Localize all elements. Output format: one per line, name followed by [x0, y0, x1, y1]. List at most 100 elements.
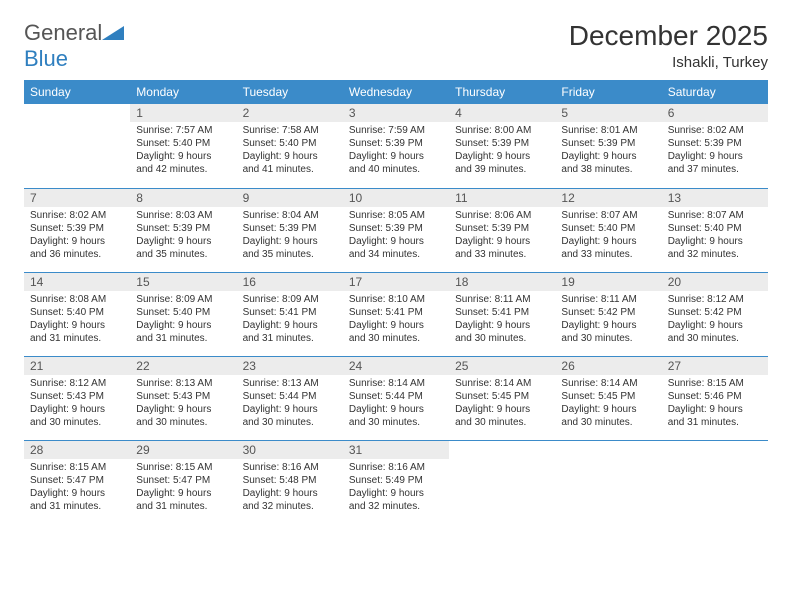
- day-number: 1: [130, 104, 236, 122]
- daylight-text-1: Daylight: 9 hours: [30, 487, 124, 500]
- calendar-week-row: 28Sunrise: 8:15 AMSunset: 5:47 PMDayligh…: [24, 440, 768, 524]
- sunrise-text: Sunrise: 8:06 AM: [455, 209, 549, 222]
- sunset-text: Sunset: 5:39 PM: [30, 222, 124, 235]
- calendar-cell: 15Sunrise: 8:09 AMSunset: 5:40 PMDayligh…: [130, 272, 236, 356]
- daylight-text-2: and 32 minutes.: [243, 500, 337, 513]
- day-number: 7: [24, 189, 130, 207]
- daylight-text-1: Daylight: 9 hours: [30, 235, 124, 248]
- day-details: Sunrise: 8:07 AMSunset: 5:40 PMDaylight:…: [555, 207, 661, 265]
- sunrise-text: Sunrise: 8:02 AM: [30, 209, 124, 222]
- day-details: Sunrise: 8:15 AMSunset: 5:47 PMDaylight:…: [130, 459, 236, 517]
- daylight-text-1: Daylight: 9 hours: [243, 319, 337, 332]
- sunset-text: Sunset: 5:39 PM: [455, 137, 549, 150]
- sunrise-text: Sunrise: 8:11 AM: [455, 293, 549, 306]
- day-number: 13: [662, 189, 768, 207]
- day-details: Sunrise: 8:14 AMSunset: 5:45 PMDaylight:…: [449, 375, 555, 433]
- daylight-text-2: and 30 minutes.: [349, 416, 443, 429]
- calendar-week-row: 14Sunrise: 8:08 AMSunset: 5:40 PMDayligh…: [24, 272, 768, 356]
- weekday-header: Friday: [555, 80, 661, 104]
- day-number: 6: [662, 104, 768, 122]
- daylight-text-2: and 31 minutes.: [30, 500, 124, 513]
- day-details: Sunrise: 8:09 AMSunset: 5:40 PMDaylight:…: [130, 291, 236, 349]
- daylight-text-2: and 30 minutes.: [561, 332, 655, 345]
- sunrise-text: Sunrise: 8:03 AM: [136, 209, 230, 222]
- sunrise-text: Sunrise: 8:14 AM: [349, 377, 443, 390]
- daylight-text-1: Daylight: 9 hours: [349, 403, 443, 416]
- day-number: 24: [343, 357, 449, 375]
- day-details: Sunrise: 8:15 AMSunset: 5:46 PMDaylight:…: [662, 375, 768, 433]
- calendar-cell: 26Sunrise: 8:14 AMSunset: 5:45 PMDayligh…: [555, 356, 661, 440]
- daylight-text-1: Daylight: 9 hours: [455, 319, 549, 332]
- day-details: Sunrise: 8:10 AMSunset: 5:41 PMDaylight:…: [343, 291, 449, 349]
- sunrise-text: Sunrise: 8:11 AM: [561, 293, 655, 306]
- sunrise-text: Sunrise: 7:59 AM: [349, 124, 443, 137]
- day-details: Sunrise: 8:16 AMSunset: 5:49 PMDaylight:…: [343, 459, 449, 517]
- sunrise-text: Sunrise: 8:14 AM: [455, 377, 549, 390]
- day-details: Sunrise: 8:00 AMSunset: 5:39 PMDaylight:…: [449, 122, 555, 180]
- sunset-text: Sunset: 5:39 PM: [136, 222, 230, 235]
- sunrise-text: Sunrise: 8:13 AM: [136, 377, 230, 390]
- sunrise-text: Sunrise: 8:13 AM: [243, 377, 337, 390]
- day-number: 28: [24, 441, 130, 459]
- daylight-text-1: Daylight: 9 hours: [561, 403, 655, 416]
- daylight-text-1: Daylight: 9 hours: [455, 403, 549, 416]
- sunrise-text: Sunrise: 8:12 AM: [30, 377, 124, 390]
- daylight-text-1: Daylight: 9 hours: [243, 150, 337, 163]
- day-details: Sunrise: 8:03 AMSunset: 5:39 PMDaylight:…: [130, 207, 236, 265]
- calendar-week-row: 7Sunrise: 8:02 AMSunset: 5:39 PMDaylight…: [24, 188, 768, 272]
- calendar-cell: 17Sunrise: 8:10 AMSunset: 5:41 PMDayligh…: [343, 272, 449, 356]
- daylight-text-2: and 30 minutes.: [136, 416, 230, 429]
- daylight-text-2: and 35 minutes.: [136, 248, 230, 261]
- calendar-cell: 21Sunrise: 8:12 AMSunset: 5:43 PMDayligh…: [24, 356, 130, 440]
- sunrise-text: Sunrise: 8:15 AM: [136, 461, 230, 474]
- day-number: 27: [662, 357, 768, 375]
- daylight-text-2: and 38 minutes.: [561, 163, 655, 176]
- header: General Blue December 2025 Ishakli, Turk…: [24, 20, 768, 72]
- sunset-text: Sunset: 5:41 PM: [243, 306, 337, 319]
- sunset-text: Sunset: 5:46 PM: [668, 390, 762, 403]
- calendar-cell: [555, 440, 661, 524]
- logo-word2: Blue: [24, 46, 68, 71]
- daylight-text-1: Daylight: 9 hours: [668, 235, 762, 248]
- daylight-text-2: and 30 minutes.: [561, 416, 655, 429]
- sunset-text: Sunset: 5:39 PM: [243, 222, 337, 235]
- sunset-text: Sunset: 5:43 PM: [30, 390, 124, 403]
- logo: General Blue: [24, 20, 124, 72]
- sunrise-text: Sunrise: 8:08 AM: [30, 293, 124, 306]
- logo-triangle-icon: [102, 20, 124, 46]
- calendar-cell: 18Sunrise: 8:11 AMSunset: 5:41 PMDayligh…: [449, 272, 555, 356]
- daylight-text-2: and 33 minutes.: [455, 248, 549, 261]
- calendar-cell: 14Sunrise: 8:08 AMSunset: 5:40 PMDayligh…: [24, 272, 130, 356]
- day-number: 18: [449, 273, 555, 291]
- daylight-text-1: Daylight: 9 hours: [30, 319, 124, 332]
- weekday-header: Tuesday: [237, 80, 343, 104]
- daylight-text-2: and 42 minutes.: [136, 163, 230, 176]
- day-number: 17: [343, 273, 449, 291]
- daylight-text-1: Daylight: 9 hours: [243, 235, 337, 248]
- sunset-text: Sunset: 5:42 PM: [561, 306, 655, 319]
- daylight-text-2: and 40 minutes.: [349, 163, 443, 176]
- day-details: Sunrise: 8:15 AMSunset: 5:47 PMDaylight:…: [24, 459, 130, 517]
- day-details: Sunrise: 8:11 AMSunset: 5:42 PMDaylight:…: [555, 291, 661, 349]
- daylight-text-2: and 31 minutes.: [136, 332, 230, 345]
- calendar-cell: 29Sunrise: 8:15 AMSunset: 5:47 PMDayligh…: [130, 440, 236, 524]
- daylight-text-2: and 33 minutes.: [561, 248, 655, 261]
- sunrise-text: Sunrise: 8:14 AM: [561, 377, 655, 390]
- day-details: Sunrise: 8:16 AMSunset: 5:48 PMDaylight:…: [237, 459, 343, 517]
- daylight-text-1: Daylight: 9 hours: [136, 403, 230, 416]
- sunset-text: Sunset: 5:45 PM: [561, 390, 655, 403]
- day-details: Sunrise: 8:08 AMSunset: 5:40 PMDaylight:…: [24, 291, 130, 349]
- calendar-cell: 7 Sunrise: 8:02 AMSunset: 5:39 PMDaylight…: [24, 188, 130, 272]
- calendar-cell: 25Sunrise: 8:14 AMSunset: 5:45 PMDayligh…: [449, 356, 555, 440]
- daylight-text-1: Daylight: 9 hours: [668, 150, 762, 163]
- sunset-text: Sunset: 5:39 PM: [668, 137, 762, 150]
- sunset-text: Sunset: 5:39 PM: [349, 222, 443, 235]
- calendar-cell: 13Sunrise: 8:07 AMSunset: 5:40 PMDayligh…: [662, 188, 768, 272]
- sunrise-text: Sunrise: 7:57 AM: [136, 124, 230, 137]
- daylight-text-2: and 30 minutes.: [455, 416, 549, 429]
- day-details: Sunrise: 8:14 AMSunset: 5:45 PMDaylight:…: [555, 375, 661, 433]
- sunset-text: Sunset: 5:40 PM: [136, 306, 230, 319]
- month-title: December 2025: [569, 20, 768, 52]
- calendar-cell: 3Sunrise: 7:59 AMSunset: 5:39 PMDaylight…: [343, 104, 449, 188]
- calendar-cell: 31Sunrise: 8:16 AMSunset: 5:49 PMDayligh…: [343, 440, 449, 524]
